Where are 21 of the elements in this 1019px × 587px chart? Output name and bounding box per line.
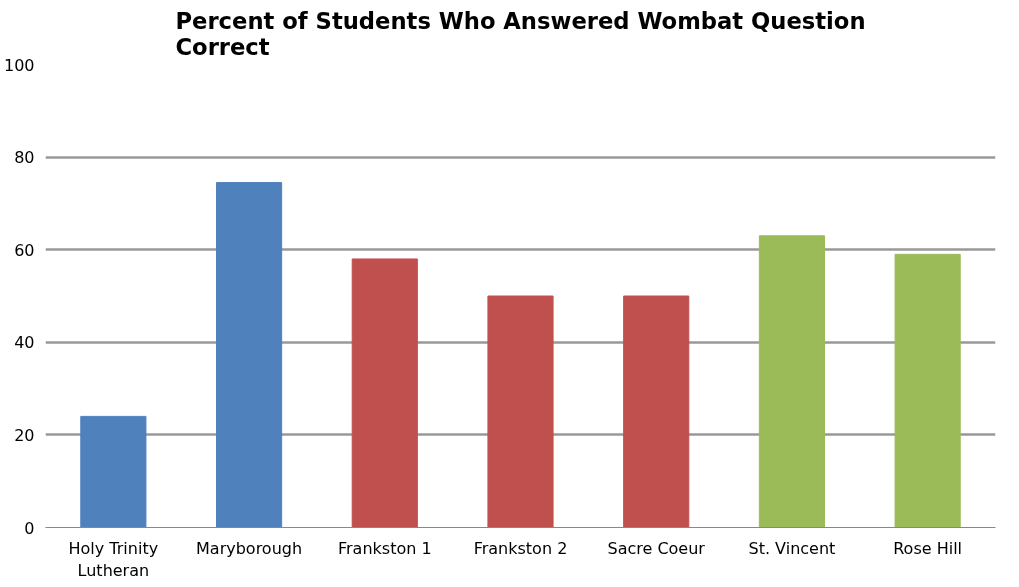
x-tick-label: Maryborough (196, 538, 303, 558)
x-tick-label: Rose Hill (893, 538, 963, 558)
chart-title: Percent of Students Who Answered Wombat Question Correct (175, 7, 866, 60)
y-tick-label: 40 (14, 333, 35, 353)
y-tick-label: 20 (14, 425, 35, 445)
x-tick-label: Sacre Coeur (607, 538, 706, 558)
bar (216, 182, 283, 528)
x-tick-label: Frankston 2 (473, 538, 568, 558)
bar (351, 258, 418, 528)
x-tick-label: Frankston 1 (337, 538, 432, 558)
x-tick-label: St. Vincent (748, 538, 836, 558)
y-tick-label: 100 (3, 55, 35, 75)
bar (623, 295, 690, 528)
y-tick-label: 80 (14, 148, 35, 168)
y-tick-label: 60 (14, 240, 35, 260)
bar (894, 253, 961, 528)
bar (758, 235, 825, 528)
y-tick-label: 0 (24, 518, 35, 538)
x-tick-label: Holy Trinity Lutheran (68, 538, 159, 581)
bar (487, 295, 554, 528)
bar (80, 415, 147, 528)
